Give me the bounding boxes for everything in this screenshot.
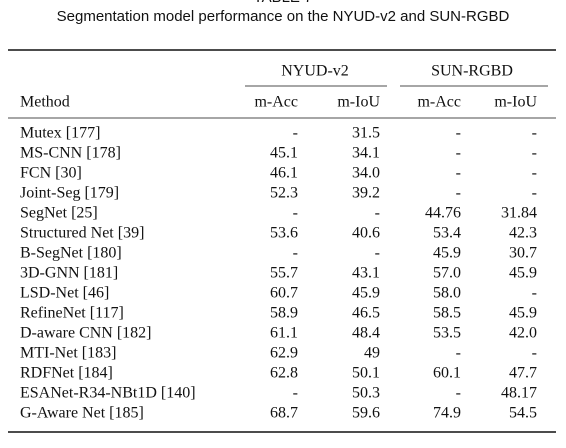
value-cell: -: [375, 245, 380, 262]
method-cell: Mutex [177]: [20, 125, 100, 142]
value-cell: 62.9: [270, 345, 298, 362]
value-cell: 31.84: [501, 205, 537, 222]
column-header: m-Acc: [254, 94, 298, 111]
value-cell: 58.9: [270, 305, 298, 322]
value-cell: 52.3: [270, 185, 298, 202]
value-cell: -: [456, 185, 461, 202]
value-cell: 45.9: [509, 305, 537, 322]
method-cell: G-Aware Net [185]: [20, 405, 144, 422]
method-cell: LSD-Net [46]: [20, 285, 109, 302]
value-cell: 59.6: [352, 405, 380, 422]
value-cell: 44.76: [425, 205, 461, 222]
column-header: m-Acc: [417, 94, 461, 111]
table-label: TABLE 7: [254, 0, 313, 6]
value-cell: 31.5: [352, 125, 380, 142]
value-cell: 34.1: [352, 145, 380, 162]
value-cell: 58.0: [433, 285, 461, 302]
value-cell: -: [532, 125, 537, 142]
value-cell: -: [375, 205, 380, 222]
group-header: NYUD-v2: [281, 63, 349, 80]
value-cell: 50.1: [352, 365, 380, 382]
value-cell: 46.1: [270, 165, 298, 182]
method-cell: Structured Net [39]: [20, 225, 144, 242]
value-cell: -: [532, 185, 537, 202]
value-cell: 49: [364, 345, 380, 362]
value-cell: -: [456, 385, 461, 402]
value-cell: 34.0: [352, 165, 380, 182]
value-cell: -: [532, 145, 537, 162]
value-cell: 60.1: [433, 365, 461, 382]
value-cell: 74.9: [433, 405, 461, 422]
method-cell: RefineNet [117]: [20, 305, 124, 322]
value-cell: 48.17: [501, 385, 537, 402]
value-cell: 48.4: [352, 325, 380, 342]
method-cell: B-SegNet [180]: [20, 245, 122, 262]
value-cell: 46.5: [352, 305, 380, 322]
table-caption: Segmentation model performance on the NY…: [57, 8, 510, 25]
column-header: m-IoU: [494, 94, 537, 111]
method-cell: MS-CNN [178]: [20, 145, 121, 162]
value-cell: -: [532, 285, 537, 302]
value-cell: 53.6: [270, 225, 298, 242]
value-cell: 40.6: [352, 225, 380, 242]
column-header: m-IoU: [337, 94, 380, 111]
value-cell: 45.9: [352, 285, 380, 302]
value-cell: -: [532, 165, 537, 182]
value-cell: 47.7: [509, 365, 537, 382]
group-header: SUN-RGBD: [431, 63, 513, 80]
value-cell: 43.1: [352, 265, 380, 282]
value-cell: -: [456, 165, 461, 182]
value-cell: -: [293, 245, 298, 262]
value-cell: 57.0: [433, 265, 461, 282]
value-cell: 45.1: [270, 145, 298, 162]
value-cell: -: [293, 125, 298, 142]
value-cell: 55.7: [270, 265, 298, 282]
column-header: Method: [20, 94, 70, 111]
value-cell: 68.7: [270, 405, 298, 422]
value-cell: 45.9: [433, 245, 461, 262]
value-cell: -: [532, 345, 537, 362]
value-cell: -: [456, 125, 461, 142]
method-cell: Joint-Seg [179]: [20, 185, 119, 202]
method-cell: RDFNet [184]: [20, 365, 113, 382]
method-cell: ESANet-R34-NBt1D [140]: [20, 385, 196, 402]
value-cell: 60.7: [270, 285, 298, 302]
value-cell: 61.1: [270, 325, 298, 342]
method-cell: D-aware CNN [182]: [20, 325, 152, 342]
value-cell: 53.4: [433, 225, 461, 242]
value-cell: 39.2: [352, 185, 380, 202]
value-cell: 30.7: [509, 245, 537, 262]
method-cell: 3D-GNN [181]: [20, 265, 118, 282]
value-cell: 42.3: [509, 225, 537, 242]
method-cell: FCN [30]: [20, 165, 82, 182]
value-cell: 62.8: [270, 365, 298, 382]
value-cell: 45.9: [509, 265, 537, 282]
value-cell: 53.5: [433, 325, 461, 342]
value-cell: 58.5: [433, 305, 461, 322]
value-cell: -: [456, 145, 461, 162]
method-cell: SegNet [25]: [20, 205, 98, 222]
value-cell: -: [293, 205, 298, 222]
value-cell: -: [293, 385, 298, 402]
value-cell: 54.5: [509, 405, 537, 422]
value-cell: 50.3: [352, 385, 380, 402]
method-cell: MTI-Net [183]: [20, 345, 116, 362]
value-cell: -: [456, 345, 461, 362]
value-cell: 42.0: [509, 325, 537, 342]
